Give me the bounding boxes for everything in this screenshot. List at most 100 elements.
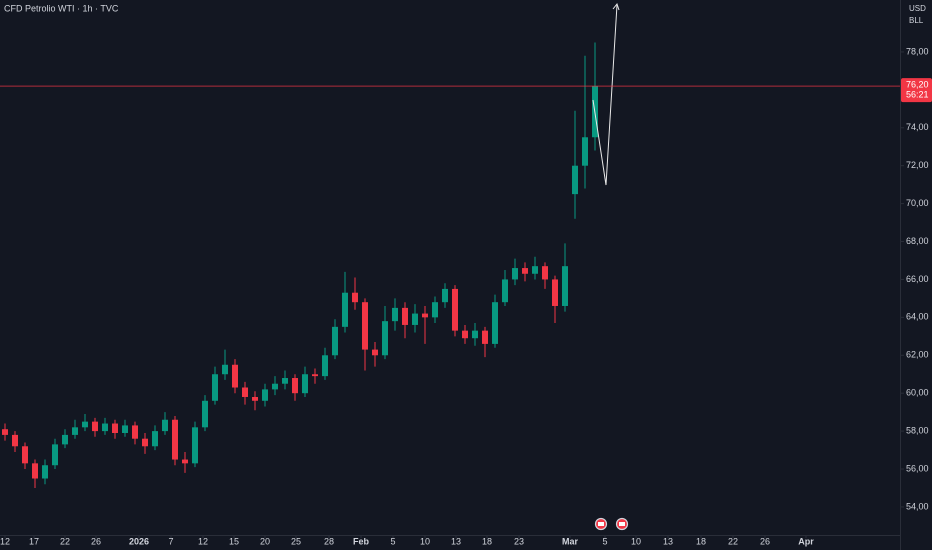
candle-body [232, 364, 238, 388]
x-tick-label: 12 [0, 536, 10, 546]
candle-body [302, 374, 308, 394]
event-marker[interactable] [615, 517, 629, 531]
y-tick-label: 56,00 [906, 463, 929, 473]
candle-body [362, 302, 368, 350]
candle-body [322, 355, 328, 377]
x-tick-label: Feb [353, 536, 370, 546]
y-tick-label: 64,00 [906, 312, 929, 322]
candle-body [42, 465, 48, 479]
candle-body [282, 378, 288, 384]
x-tick-label: 13 [451, 536, 461, 546]
x-tick-label: 22 [60, 536, 70, 546]
candle-body [392, 307, 398, 322]
candle-body [242, 387, 248, 397]
candle-body [122, 425, 128, 434]
x-tick-label: 7 [168, 536, 173, 546]
candle-body [292, 378, 298, 394]
arrow-head [612, 2, 620, 11]
candle-body [512, 268, 518, 280]
candle-body [472, 330, 478, 339]
candle-body [72, 427, 78, 435]
y-tick-label: 54,00 [906, 501, 929, 511]
candle-body [172, 419, 178, 460]
candle-body [402, 307, 408, 325]
candle-body [192, 427, 198, 464]
candle-body [552, 279, 558, 306]
candle-body [272, 383, 278, 390]
candle-body [152, 431, 158, 447]
candle-body [202, 400, 208, 428]
x-tick-label: 13 [663, 536, 673, 546]
candle-body [562, 266, 568, 306]
candle-body [102, 423, 108, 432]
x-tick-label: 15 [229, 536, 239, 546]
unit-label[interactable]: BLL [909, 16, 924, 25]
candle-body [342, 292, 348, 327]
chart-title: CFD Petrolio WTI · 1h · TVC [4, 3, 119, 13]
x-tick-label: 28 [324, 536, 334, 546]
candle-body [542, 266, 548, 280]
last-price-badge [901, 78, 932, 103]
candle-body [32, 463, 38, 479]
candle-body [12, 434, 18, 447]
y-tick-label: 60,00 [906, 388, 929, 398]
x-tick-label: 5 [390, 536, 395, 546]
candle-body [492, 302, 498, 344]
candle-body [262, 389, 268, 401]
x-tick-label: 2026 [129, 536, 149, 546]
candle-body [572, 165, 578, 195]
candle-body [162, 419, 168, 432]
x-tick-label: 26 [91, 536, 101, 546]
candle-body [312, 374, 318, 377]
candle-body [532, 266, 538, 274]
candle-body [352, 292, 358, 303]
x-tick-label: 12 [198, 536, 208, 546]
candle-body [332, 326, 338, 356]
candle-body [2, 429, 8, 435]
candle-body [522, 268, 528, 274]
candle-body [112, 423, 118, 434]
x-tick-label: 26 [760, 536, 770, 546]
candle-body [92, 421, 98, 432]
x-tick-label: 22 [728, 536, 738, 546]
y-tick-label: 70,00 [906, 198, 929, 208]
candle-body [462, 330, 468, 339]
x-tick-label: 10 [420, 536, 430, 546]
drawing-arrow [592, 4, 618, 186]
candle-body [442, 288, 448, 303]
candle-body [22, 446, 28, 464]
y-tick-label: 78,00 [906, 46, 929, 56]
candle-body [212, 374, 218, 401]
y-tick-label: 62,00 [906, 350, 929, 360]
x-tick-label: Mar [562, 536, 579, 546]
last-price-label: 76,20 [906, 79, 929, 89]
x-tick-label: Apr [798, 536, 814, 546]
candle-body [432, 302, 438, 318]
x-tick-label: 18 [482, 536, 492, 546]
candle-body [142, 438, 148, 447]
y-tick-label: 74,00 [906, 122, 929, 132]
x-tick-label: 17 [29, 536, 39, 546]
candle-body [182, 459, 188, 464]
candle-body [52, 444, 58, 466]
candle-body [452, 288, 458, 331]
currency-label[interactable]: USD [909, 4, 926, 13]
x-tick-label: 23 [514, 536, 524, 546]
candle-body [62, 434, 68, 445]
candle-body [482, 330, 488, 344]
event-marker[interactable] [594, 517, 608, 531]
candle-body [222, 364, 228, 375]
y-tick-label: 58,00 [906, 425, 929, 435]
candle-body [582, 137, 588, 166]
x-tick-label: 5 [602, 536, 607, 546]
y-tick-label: 72,00 [906, 160, 929, 170]
y-tick-label: 66,00 [906, 274, 929, 284]
candle-body [422, 313, 428, 318]
x-tick-label: 10 [631, 536, 641, 546]
candle-body [412, 313, 418, 325]
y-tick-label: 68,00 [906, 236, 929, 246]
candle-body [382, 321, 388, 356]
